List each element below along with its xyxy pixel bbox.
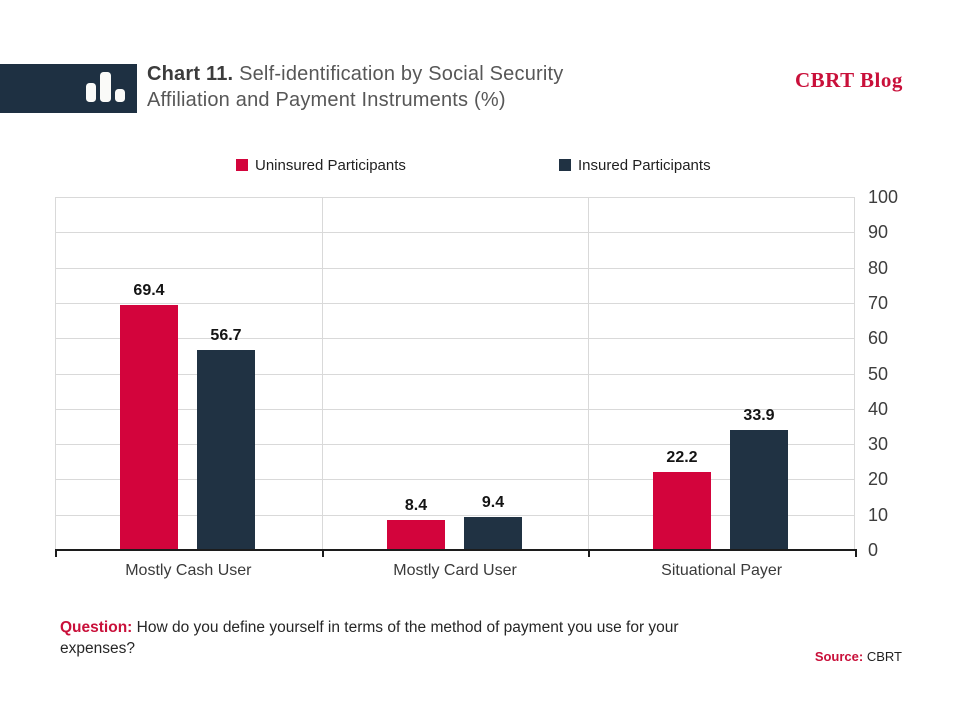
gridline bbox=[55, 232, 855, 234]
y-axis-label: 0 bbox=[868, 540, 879, 560]
gridline bbox=[55, 444, 855, 446]
plot-border-right bbox=[854, 197, 855, 550]
y-axis-label: 10 bbox=[868, 504, 889, 525]
bar-chart-icon bbox=[0, 64, 137, 113]
y-axis-label: 50 bbox=[868, 363, 889, 384]
legend-item-insured: Insured Participants bbox=[559, 156, 711, 174]
bar-chart-icon-bar-left bbox=[86, 83, 96, 102]
question-text: How do you define yourself in terms of t… bbox=[60, 619, 679, 657]
y-axis-label: 40 bbox=[868, 398, 889, 419]
y-axis-label: 70 bbox=[868, 292, 889, 313]
bar bbox=[653, 472, 711, 550]
bar-value-label: 22.2 bbox=[666, 449, 698, 466]
cbrt-logo bbox=[0, 64, 137, 113]
bar bbox=[120, 305, 178, 550]
x-axis-tick bbox=[55, 551, 57, 557]
gridline bbox=[55, 514, 855, 516]
y-axis-label: 80 bbox=[868, 257, 889, 278]
chart-number-label: Chart 11. bbox=[147, 63, 234, 85]
legend-label-insured: Insured Participants bbox=[578, 156, 711, 174]
bar-value-label: 8.4 bbox=[404, 497, 428, 514]
legend-swatch-red-icon bbox=[236, 159, 248, 171]
category-label: Mostly Cash User bbox=[125, 562, 252, 579]
cbrt-blog-wordmark: CBRT Blog bbox=[795, 68, 903, 92]
bar bbox=[464, 517, 522, 550]
x-axis-line bbox=[55, 549, 857, 551]
source-label: Source: bbox=[814, 649, 864, 664]
plot-border-left bbox=[55, 197, 56, 550]
gridline bbox=[55, 302, 855, 304]
category-label: Situational Payer bbox=[661, 562, 783, 579]
gridline bbox=[55, 373, 855, 375]
bar bbox=[197, 350, 255, 550]
gridline bbox=[55, 338, 855, 340]
gridline bbox=[55, 197, 855, 198]
source-value: CBRT bbox=[866, 649, 902, 664]
y-axis-label: 100 bbox=[868, 187, 899, 207]
bar bbox=[387, 520, 445, 550]
y-axis-label: 60 bbox=[868, 328, 889, 349]
question-label: Question: bbox=[60, 619, 133, 636]
legend-swatch-navy-icon bbox=[559, 159, 571, 171]
chart-title-text: Self-identification by Social Security A… bbox=[147, 63, 564, 111]
bar-value-label: 56.7 bbox=[210, 327, 242, 344]
category-divider-line bbox=[321, 197, 323, 550]
bar-value-label: 69.4 bbox=[133, 282, 165, 299]
bar-chart-icon-bar-right bbox=[115, 89, 125, 102]
source-note: Source: CBRT bbox=[750, 649, 902, 664]
legend-label-uninsured: Uninsured Participants bbox=[255, 156, 406, 174]
category-divider-line bbox=[588, 197, 590, 550]
x-axis-tick bbox=[855, 551, 857, 557]
page-title: Chart 11. Self-identification by Social … bbox=[147, 61, 637, 113]
y-axis-label: 20 bbox=[868, 469, 889, 490]
x-axis-tick bbox=[588, 551, 591, 557]
x-axis-tick bbox=[321, 551, 324, 557]
y-axis-label: 90 bbox=[868, 222, 889, 243]
category-label: Mostly Card User bbox=[393, 562, 517, 579]
bar-chart-icon-bar-middle bbox=[100, 72, 111, 102]
legend-item-uninsured: Uninsured Participants bbox=[236, 156, 406, 174]
y-axis-label: 30 bbox=[868, 434, 889, 455]
question-note: Question: How do you define yourself in … bbox=[60, 617, 695, 659]
bar-value-label: 33.9 bbox=[743, 407, 775, 424]
gridline bbox=[55, 479, 855, 481]
bar-value-label: 9.4 bbox=[481, 494, 505, 511]
gridline bbox=[55, 408, 855, 410]
gridline bbox=[55, 267, 855, 269]
bar bbox=[730, 430, 788, 550]
